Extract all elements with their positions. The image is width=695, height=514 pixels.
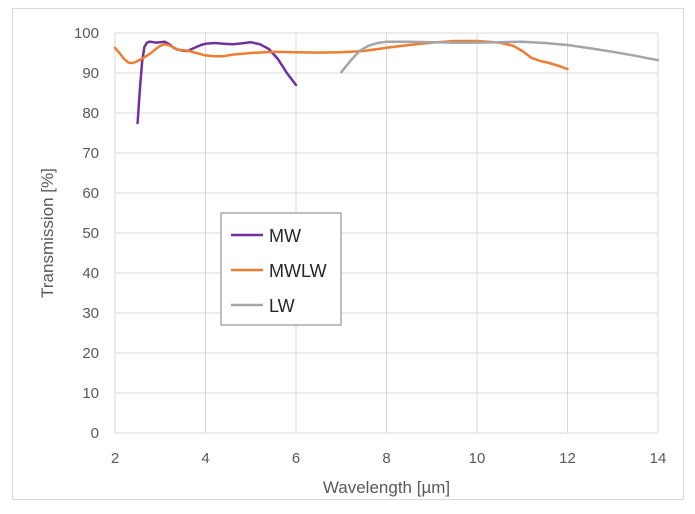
chart-frame: 0 10 20 30 40 50 60 70 80 90 100 2 4 6 8 10 12 14 Wavele… [12,8,684,500]
series-line-lw [340,40,660,74]
x-tick-label: 10 [469,450,486,467]
x-tick-label: 4 [201,450,209,467]
x-tick-labels: 2 4 6 8 10 12 14 [111,450,667,467]
y-tick-label: 90 [82,65,99,82]
y-tick-label: 50 [82,225,99,242]
series-line-mw [136,40,298,125]
y-tick-label: 40 [82,265,99,282]
y-axis-title: Transmission [%] [38,168,57,298]
x-tick-label: 12 [559,450,576,467]
line-chart: 0 10 20 30 40 50 60 70 80 90 100 2 4 6 8 10 12 14 Wavele… [38,25,667,497]
x-tick-label: 2 [111,450,119,467]
x-tick-label: 6 [292,450,300,467]
legend-label-lw: LW [269,296,295,316]
x-tick-label: 14 [650,450,667,467]
legend-label-mw: MW [269,226,301,246]
legend: MW MWLW LW [220,212,342,326]
legend-label-mwlw: MWLW [269,261,327,281]
gridlines [114,32,659,434]
y-tick-label: 0 [91,425,99,442]
x-tick-label: 8 [382,450,390,467]
series-lines [113,39,660,125]
y-tick-label: 60 [82,185,99,202]
y-tick-labels: 0 10 20 30 40 50 60 70 80 90 100 [74,25,99,442]
y-tick-label: 30 [82,305,99,322]
series-line-mwlw [113,39,569,71]
y-tick-label: 20 [82,345,99,362]
y-tick-label: 80 [82,105,99,122]
x-axis-title: Wavelength [µm] [323,478,450,497]
y-tick-label: 10 [82,385,99,402]
y-tick-label: 100 [74,25,99,42]
y-tick-label: 70 [82,145,99,162]
